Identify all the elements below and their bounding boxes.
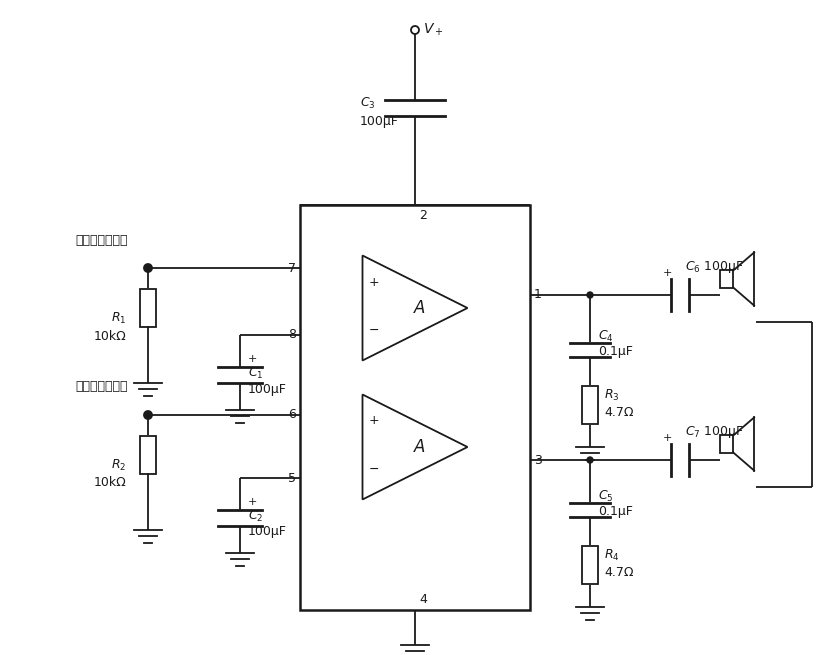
Text: 1: 1 (534, 288, 542, 301)
Text: 输入（右声道）: 输入（右声道） (75, 381, 127, 394)
Text: +: + (662, 433, 672, 443)
Text: $C_5$: $C_5$ (598, 489, 614, 504)
Bar (140, 289, 156, 327)
Text: +: + (662, 268, 672, 278)
Text: A: A (414, 299, 426, 317)
Text: 5: 5 (288, 472, 296, 485)
Text: $C_7$ 100μF: $C_7$ 100μF (685, 424, 744, 440)
Text: $C_1$: $C_1$ (248, 365, 263, 381)
Text: 4.7Ω: 4.7Ω (604, 567, 634, 580)
Bar (582, 386, 598, 424)
Text: $V_+$: $V_+$ (423, 22, 443, 38)
Text: $C_4$: $C_4$ (598, 328, 614, 344)
Text: $C_2$: $C_2$ (248, 508, 263, 523)
Text: $R_4$: $R_4$ (604, 548, 620, 563)
Bar (720, 436, 733, 453)
Text: +: + (369, 276, 380, 288)
Text: 4: 4 (419, 593, 426, 606)
Bar (140, 436, 156, 474)
Text: 100μF: 100μF (360, 115, 399, 128)
Text: +: + (248, 354, 257, 364)
Text: 输入（左声道）: 输入（左声道） (75, 233, 127, 246)
Circle shape (145, 265, 151, 271)
Text: 10kΩ: 10kΩ (93, 476, 126, 489)
Circle shape (587, 292, 593, 298)
Text: 100μF: 100μF (248, 525, 287, 538)
Text: +: + (248, 497, 257, 507)
Text: 4.7Ω: 4.7Ω (604, 407, 634, 419)
Text: 7: 7 (288, 261, 296, 274)
Text: 6: 6 (288, 409, 296, 422)
Text: 100μF: 100μF (248, 383, 287, 396)
Text: $C_6$ 100μF: $C_6$ 100μF (685, 259, 744, 275)
Bar (582, 546, 598, 584)
Text: 0.1μF: 0.1μF (598, 345, 633, 358)
Text: 10kΩ: 10kΩ (93, 329, 126, 343)
Text: +: + (369, 415, 380, 428)
Text: $R_3$: $R_3$ (604, 388, 620, 403)
Bar (300, 205, 530, 610)
Circle shape (145, 412, 151, 418)
Text: −: − (369, 462, 380, 476)
Text: $R_2$: $R_2$ (111, 457, 126, 472)
Text: 2: 2 (419, 209, 426, 222)
Text: 0.1μF: 0.1μF (598, 506, 633, 519)
Text: −: − (369, 324, 380, 337)
Text: 8: 8 (288, 329, 296, 341)
Circle shape (587, 457, 593, 463)
Text: $R_1$: $R_1$ (111, 310, 126, 326)
Bar (720, 271, 733, 288)
Text: 3: 3 (534, 453, 542, 466)
Text: A: A (414, 438, 426, 456)
Text: $C_3$: $C_3$ (360, 96, 376, 111)
